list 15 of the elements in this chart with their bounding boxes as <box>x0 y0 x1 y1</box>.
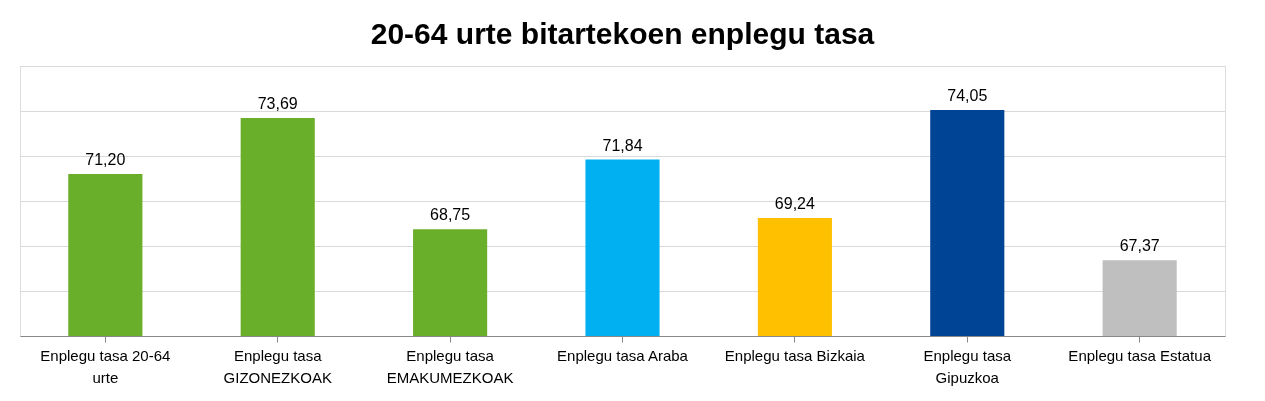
x-tick-label: Enplegu tasa Gipuzkoa <box>923 346 1012 386</box>
x-tick-label: Enplegu tasa EMAKUMEZKOAK <box>386 346 514 386</box>
x-tick-label: Enplegu tasa Araba <box>557 346 689 364</box>
x-tick-label: Enplegu tasa Estatua <box>1068 346 1212 364</box>
data-label: 74,05 <box>947 86 988 104</box>
x-tick-label: Enplegu tasa 20-64 urte <box>40 346 171 386</box>
chart-title: 20-64 urte bitartekoen enplegu tasa <box>370 17 875 50</box>
x-tick-label: Enplegu tasa Bizkaia <box>724 346 866 364</box>
x-tick-label: Enplegu tasa GIZONEZKOAK <box>223 346 332 386</box>
data-label: 69,24 <box>774 195 816 213</box>
data-label: 67,37 <box>1119 237 1160 255</box>
data-label: 68,75 <box>430 206 471 224</box>
data-label: 71,20 <box>85 151 126 168</box>
data-label: 71,84 <box>602 136 643 154</box>
data-label: 73,69 <box>257 94 298 112</box>
